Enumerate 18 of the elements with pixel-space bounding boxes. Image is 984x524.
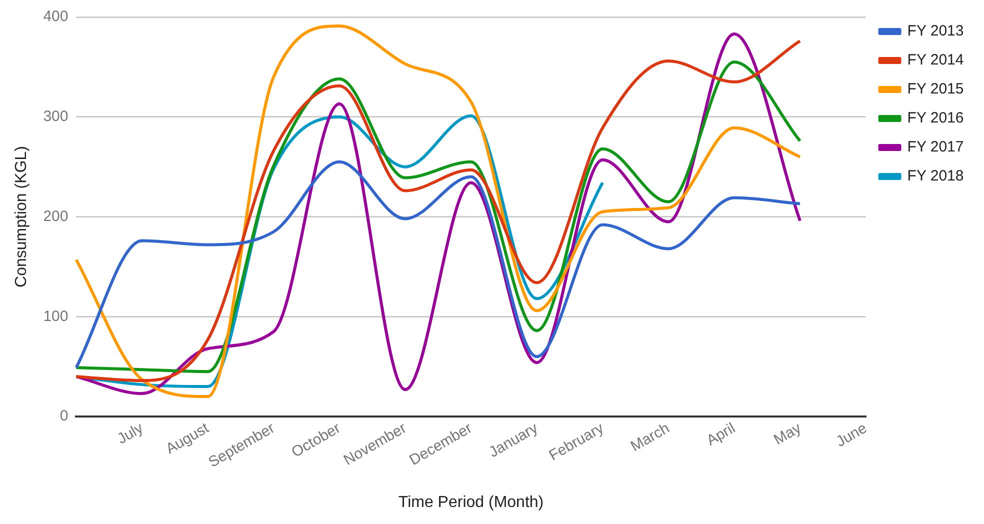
legend-label: FY 2013 xyxy=(907,22,964,40)
legend-label: FY 2015 xyxy=(907,80,964,98)
x-tick-label: June xyxy=(833,420,870,451)
legend-label: FY 2016 xyxy=(907,110,964,127)
y-tick-label: 0 xyxy=(60,408,68,425)
x-tick-label: July xyxy=(114,419,147,448)
legend-label: FY 2014 xyxy=(907,52,964,69)
y-tick-label: 100 xyxy=(43,308,68,325)
y-axis-title: Consumption (KGL) xyxy=(13,146,30,288)
y-tick-label: 200 xyxy=(43,208,68,225)
y-tick-label: 400 xyxy=(43,8,68,26)
legend-label: FY 2018 xyxy=(907,168,964,185)
x-tick-label: April xyxy=(704,420,738,450)
legend-label: FY 2017 xyxy=(907,138,964,156)
x-axis-title: Time Period (Month) xyxy=(398,494,544,511)
y-tick-label: 300 xyxy=(43,108,68,126)
line-series xyxy=(74,160,802,370)
x-tick-label: May xyxy=(771,419,804,449)
